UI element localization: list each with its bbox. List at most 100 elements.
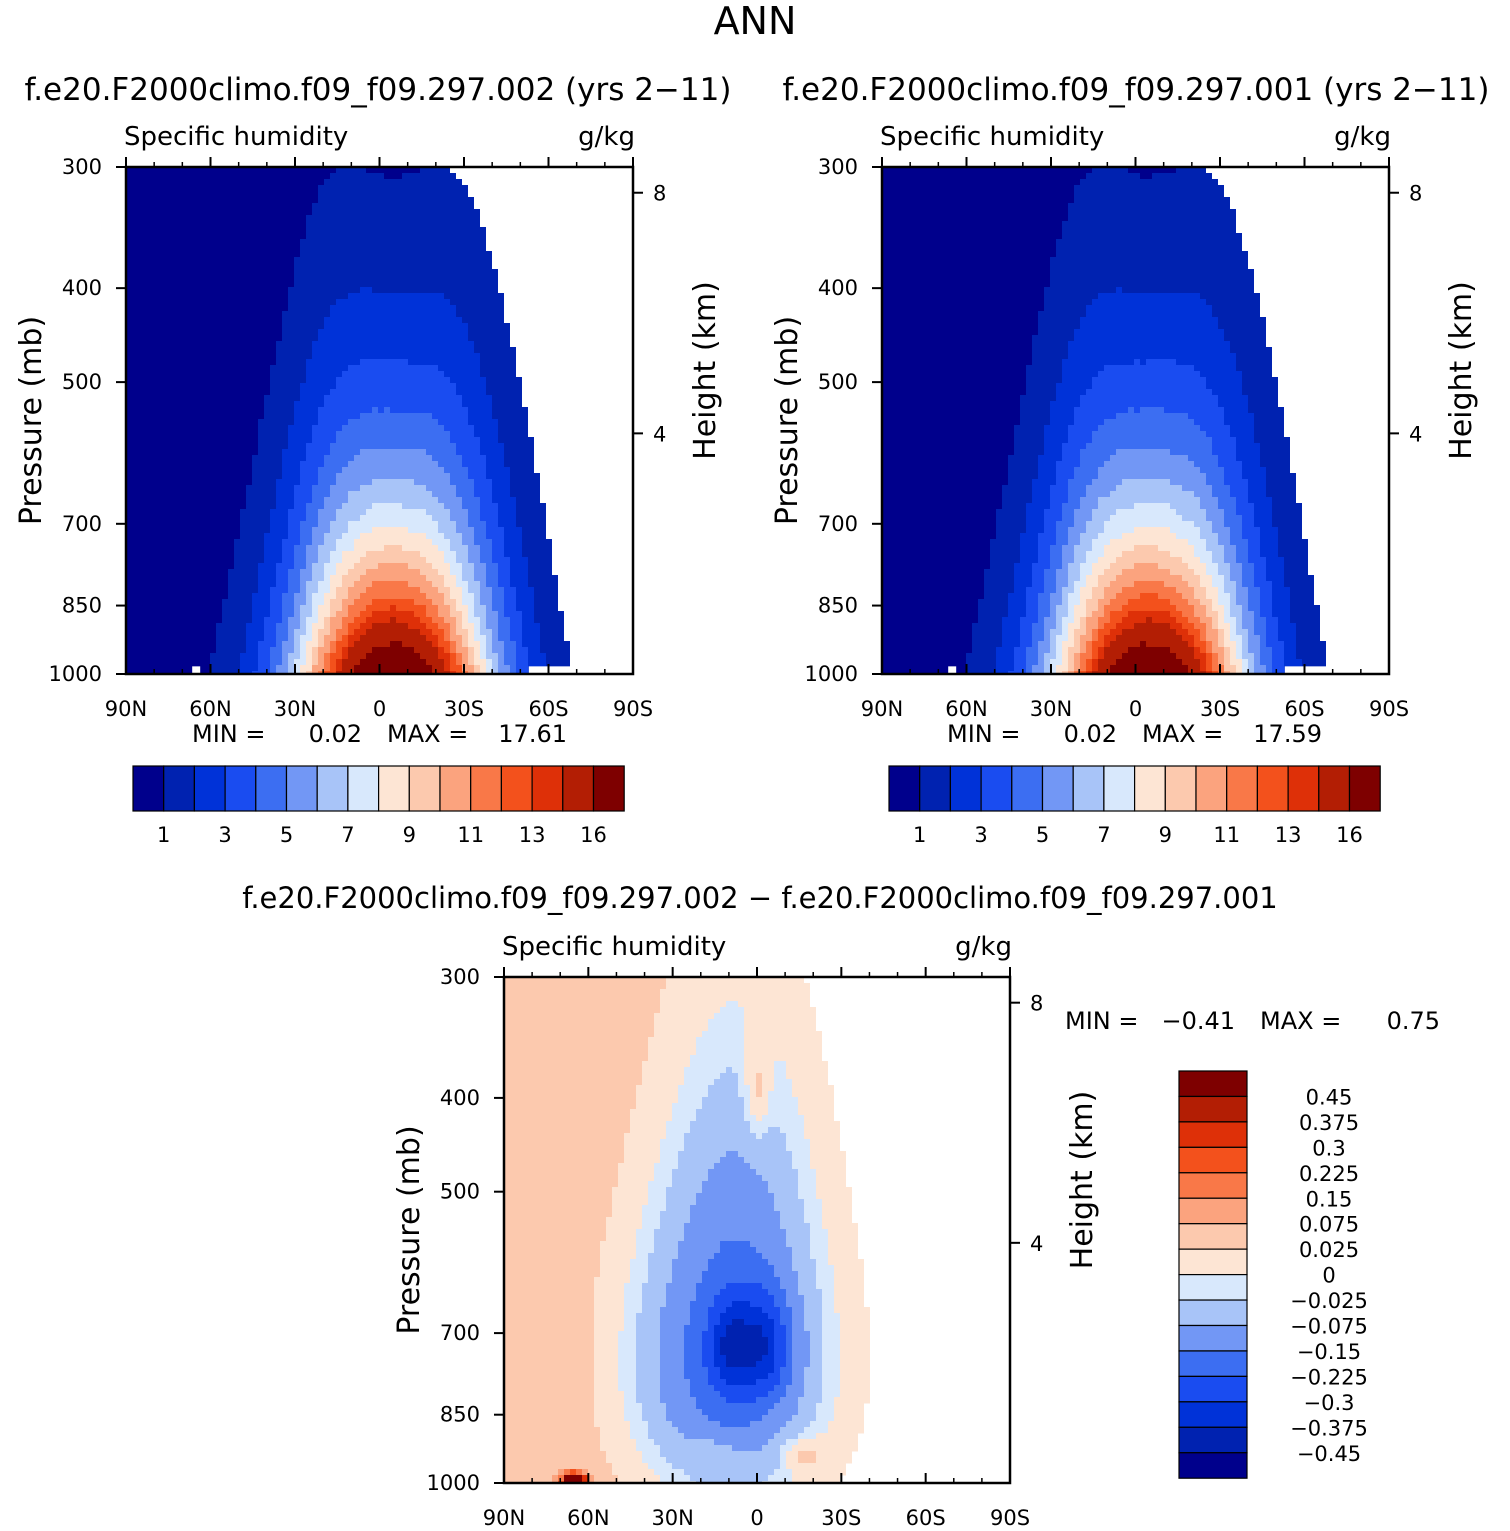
contour-cell <box>696 1289 720 1296</box>
contour-cell <box>1158 593 1182 600</box>
contour-cell <box>1104 647 1128 654</box>
contour-cell <box>882 263 1050 270</box>
contour-cell <box>270 377 306 384</box>
contour-cell <box>1020 551 1038 558</box>
contour-cell <box>288 617 300 624</box>
contour-cell <box>714 1163 750 1170</box>
contour-cell <box>636 1103 672 1110</box>
contour-cell <box>1098 497 1200 504</box>
contour-cell <box>1038 599 1050 606</box>
panel-title: f.e20.F2000climo.f09_f09.297.002 (yrs 2−… <box>25 72 732 108</box>
contour-cell <box>564 1475 582 1482</box>
contour-cell <box>696 1283 726 1290</box>
contour-cell <box>1206 509 1224 516</box>
contour-cell <box>984 581 1014 588</box>
contour-cell <box>804 1127 840 1134</box>
contour-cell <box>276 353 312 360</box>
contour-cell <box>1050 647 1056 654</box>
contour-cell <box>126 497 246 504</box>
contour-cell <box>1212 575 1224 582</box>
contour-cell <box>450 653 456 660</box>
contour-cell <box>636 1367 660 1374</box>
contour-cell <box>504 1313 594 1320</box>
contour-cell <box>126 281 294 288</box>
mask-rect <box>948 666 957 674</box>
contour-cell <box>1026 659 1038 666</box>
contour-cell <box>774 1061 786 1068</box>
contour-cell <box>780 1397 798 1404</box>
contour-cell <box>744 1037 822 1044</box>
contour-cell <box>1050 401 1080 408</box>
contour-cell <box>312 533 324 540</box>
contour-cell <box>792 1349 810 1356</box>
contour-cell <box>348 491 432 498</box>
colorbar-swatch <box>1178 1223 1248 1250</box>
contour-cell <box>282 647 294 654</box>
colorbar-swatch <box>919 765 952 812</box>
contour-cell <box>324 665 330 672</box>
contour-cell <box>1224 575 1230 582</box>
y2-axis-label: Height (km) <box>1444 281 1479 460</box>
contour-cell <box>1080 455 1110 462</box>
contour-cell <box>1062 659 1068 666</box>
contour-cell <box>774 1265 792 1272</box>
contour-cell <box>882 533 996 540</box>
contour-cell <box>1116 449 1170 456</box>
contour-cell <box>486 611 498 618</box>
contour-cell <box>522 551 552 558</box>
contour-cell <box>1260 533 1278 540</box>
contour-cell <box>486 641 492 648</box>
contour-cell <box>1194 647 1200 654</box>
contour-cell <box>1068 563 1080 570</box>
contour-cell <box>1242 659 1248 666</box>
contour-cell <box>834 1307 870 1314</box>
contour-cell <box>1062 599 1068 606</box>
contour-cell <box>834 1415 864 1422</box>
contour-cell <box>1224 479 1248 486</box>
contour-cell <box>756 1361 774 1368</box>
contour-cell <box>432 491 456 498</box>
contour-cell <box>744 1007 816 1014</box>
contour-cell <box>126 545 234 552</box>
x-tick-label: 30N <box>1030 697 1072 721</box>
colorbar-label: 0.45 <box>1306 1085 1353 1109</box>
contour-cell <box>1122 653 1176 660</box>
contour-cell <box>384 407 390 414</box>
contour-cell <box>468 587 480 594</box>
contour-cell <box>1248 497 1272 504</box>
contour-cell <box>882 377 1026 384</box>
contour-cell <box>126 341 276 348</box>
contour-cell <box>882 383 1026 390</box>
contour-cell <box>486 653 498 660</box>
contour-cell <box>522 617 534 624</box>
contour-cell <box>1278 551 1308 558</box>
contour-cell <box>600 1271 630 1278</box>
contour-cell <box>276 641 282 648</box>
contour-cell <box>438 461 462 468</box>
contour-cell <box>786 1361 792 1368</box>
contour-cell <box>684 1079 714 1086</box>
contour-cell <box>444 467 468 474</box>
contour-cell <box>816 1187 852 1194</box>
contour-cell <box>1098 467 1200 474</box>
contour-cell <box>1200 371 1242 378</box>
contour-cell <box>504 1109 630 1116</box>
contour-cell <box>798 1109 834 1116</box>
colorbar-label: 7 <box>341 823 354 847</box>
contour-cell <box>1272 503 1302 510</box>
contour-cell <box>804 1295 822 1302</box>
contour-cell <box>528 581 558 588</box>
contour-cell <box>438 365 480 372</box>
contour-cell <box>336 299 450 306</box>
contour-cell <box>420 629 432 636</box>
contour-cell <box>708 1415 762 1422</box>
contour-cell <box>492 599 504 606</box>
contour-cell <box>336 431 450 438</box>
contour-cell <box>504 1001 660 1008</box>
contour-cell <box>366 587 420 594</box>
contour-cell <box>714 1355 726 1362</box>
contour-cell <box>126 611 222 618</box>
contour-cell <box>600 1445 636 1452</box>
contour-cell <box>768 1475 792 1482</box>
contour-cell <box>792 1163 810 1170</box>
